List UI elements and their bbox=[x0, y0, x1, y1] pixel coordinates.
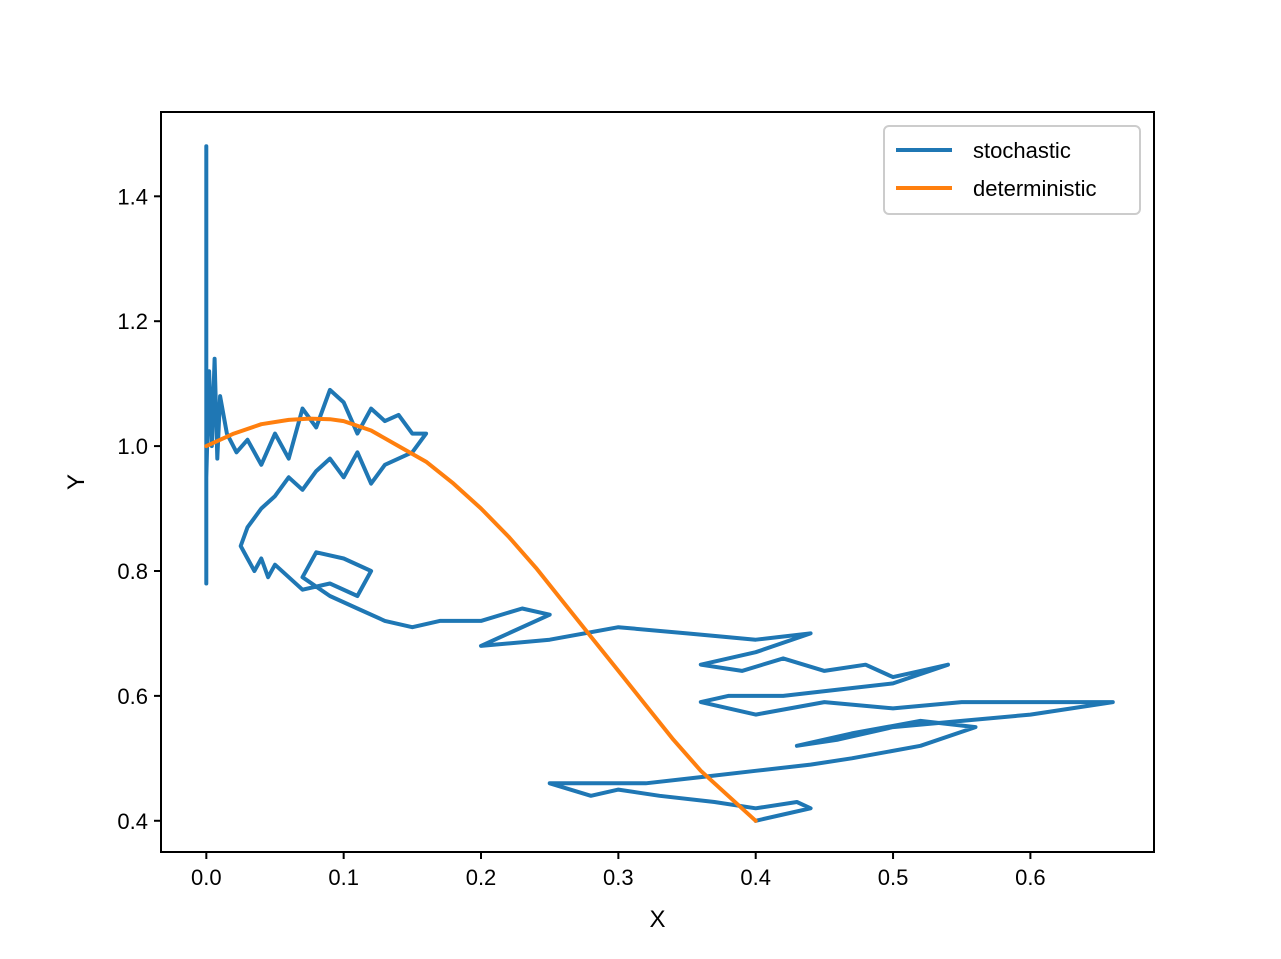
y-tick-label: 1.4 bbox=[117, 184, 148, 209]
series-layer bbox=[204, 144, 1115, 823]
y-tick-label: 0.6 bbox=[117, 684, 148, 709]
y-tick-label: 0.8 bbox=[117, 559, 148, 584]
x-tick-label: 0.6 bbox=[1015, 865, 1046, 890]
x-tick-label: 0.0 bbox=[191, 865, 222, 890]
x-tick-label: 0.1 bbox=[328, 865, 359, 890]
y-tick-label: 1.2 bbox=[117, 309, 148, 334]
x-tick-label: 0.5 bbox=[878, 865, 909, 890]
x-tick-label: 0.3 bbox=[603, 865, 634, 890]
axes-frame bbox=[160, 111, 1155, 853]
series-line-stochastic bbox=[204, 144, 1115, 823]
x-tick-label: 0.4 bbox=[740, 865, 771, 890]
legend: stochastic deterministic bbox=[883, 125, 1141, 215]
x-tick-label: 0.2 bbox=[466, 865, 497, 890]
y-tick-label: 0.4 bbox=[117, 809, 148, 834]
series-line-deterministic bbox=[204, 416, 758, 823]
y-tick-label: 1.0 bbox=[117, 434, 148, 459]
legend-label-deterministic: deterministic bbox=[973, 176, 1096, 201]
x-axis: 0.0 0.1 0.2 0.3 0.4 0.5 0.6 bbox=[191, 852, 1046, 890]
x-axis-label: X bbox=[649, 906, 665, 933]
y-axis-label: Y bbox=[63, 474, 90, 490]
legend-label-stochastic: stochastic bbox=[973, 138, 1071, 163]
y-axis: 0.4 0.6 0.8 1.0 1.2 1.4 bbox=[117, 184, 161, 834]
